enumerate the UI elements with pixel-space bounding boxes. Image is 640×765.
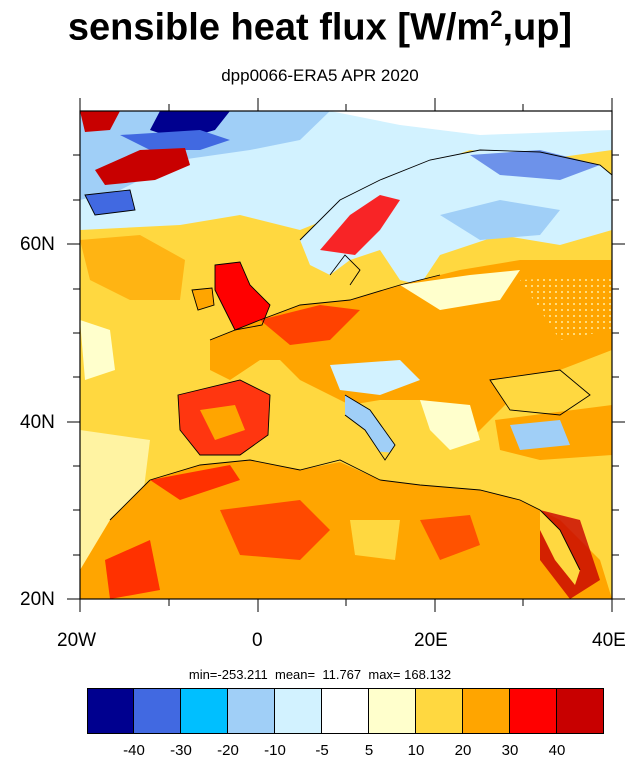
colorbar-swatch-7	[416, 688, 463, 734]
colorbar-label-3: -10	[264, 742, 286, 759]
axis-ticks	[67, 98, 625, 612]
lon-label-40e: 40E	[592, 630, 626, 651]
colorbar-swatch-6	[369, 688, 416, 734]
colorbar-label-7: 20	[454, 742, 472, 759]
colorbar-label-6: 10	[407, 742, 425, 759]
lat-label-60n: 60N	[20, 234, 55, 255]
colorbar-label-9: 40	[548, 742, 566, 759]
map-subtitle: dpp0066-ERA5 APR 2020	[221, 66, 419, 85]
lon-label-0: 0	[252, 630, 263, 651]
colorbar-label-5: 5	[364, 742, 374, 759]
colorbar-swatch-8	[463, 688, 510, 734]
colorbar-swatch-4	[275, 688, 322, 734]
stat-min: min=-253.211	[188, 667, 268, 682]
colorbar-label-0: -40	[123, 742, 145, 759]
field-stats: min=-253.211 mean= 11.767 max= 168.132	[0, 667, 640, 682]
colorbar-label-8: 30	[501, 742, 519, 759]
lon-label-20e: 20E	[414, 630, 448, 651]
colorbar-swatch-0	[87, 688, 134, 734]
colorbar-swatch-5	[322, 688, 369, 734]
colorbar-label-1: -30	[170, 742, 192, 759]
stat-max: max= 168.132	[368, 667, 452, 682]
lat-label-40n: 40N	[20, 412, 55, 433]
colorbar-label-2: -20	[217, 742, 239, 759]
colorbar-label-4: -5	[315, 742, 329, 759]
lat-label-20n: 20N	[20, 589, 55, 610]
colorbar-swatch-2	[181, 688, 228, 734]
lon-label-20w: 20W	[57, 630, 97, 651]
map-field	[80, 111, 612, 599]
colorbar-swatch-10	[557, 688, 604, 734]
map-title: sensible heat flux [W/m2,up]	[67, 6, 573, 49]
colorbar-swatch-3	[228, 688, 275, 734]
colorbar-swatch-9	[510, 688, 557, 734]
colorbar-swatch-1	[134, 688, 181, 734]
stat-mean: mean= 11.767	[275, 667, 362, 682]
